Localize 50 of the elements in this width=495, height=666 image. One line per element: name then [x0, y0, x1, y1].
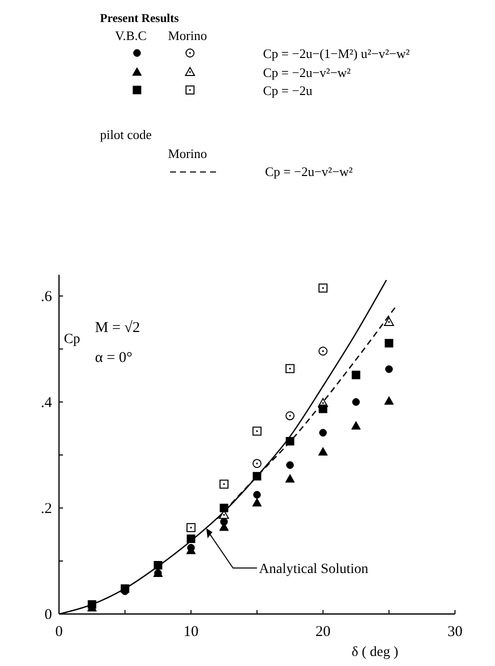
point — [286, 364, 294, 374]
point — [186, 534, 196, 543]
point — [318, 346, 328, 356]
text: Cp = −2u−(1−M²) u²−v²−w² — [263, 46, 410, 61]
text: V.B.C — [115, 28, 147, 43]
point — [252, 498, 262, 506]
point — [385, 365, 393, 373]
point — [154, 560, 162, 570]
x-tick-label: 0 — [55, 624, 63, 640]
text: pilot code — [100, 127, 152, 142]
point — [351, 421, 361, 430]
point — [186, 523, 196, 532]
x-tick-label: 20 — [316, 624, 330, 640]
y-axis-title: Cp — [64, 332, 80, 347]
y-tick-label: .6 — [40, 289, 52, 305]
text: Cp = −2u−v²−w² — [265, 164, 353, 179]
point — [318, 447, 328, 456]
point — [286, 436, 294, 446]
text: Morino — [168, 146, 207, 161]
text: Morino — [168, 28, 207, 43]
point — [220, 518, 228, 526]
point — [252, 426, 262, 436]
text: Cp = −2u−v²−w² — [263, 65, 351, 80]
point — [352, 398, 360, 406]
point — [286, 411, 294, 420]
point — [253, 490, 261, 499]
point — [318, 404, 328, 414]
text: Present Results — [100, 11, 180, 25]
point — [384, 338, 394, 348]
x-tick-label: 10 — [184, 624, 198, 640]
y-tick-label: 0 — [44, 607, 52, 623]
point — [285, 474, 295, 483]
x-axis-title: δ ( deg ) — [352, 645, 399, 660]
point — [220, 480, 228, 489]
point — [352, 370, 360, 380]
annotation: α = 0° — [95, 350, 132, 366]
point — [286, 461, 294, 469]
point — [318, 284, 328, 293]
annotation: Analytical Solution — [259, 562, 368, 577]
point — [319, 428, 327, 437]
point — [384, 316, 394, 326]
point — [220, 504, 228, 512]
point — [384, 396, 394, 405]
y-tick-label: .4 — [40, 395, 52, 411]
annotation: M = √2 — [95, 320, 140, 336]
text: Cp = −2u — [263, 83, 313, 98]
point — [252, 472, 262, 480]
point — [252, 458, 262, 468]
y-tick-label: .2 — [40, 501, 52, 517]
x-tick-label: 30 — [448, 624, 462, 640]
